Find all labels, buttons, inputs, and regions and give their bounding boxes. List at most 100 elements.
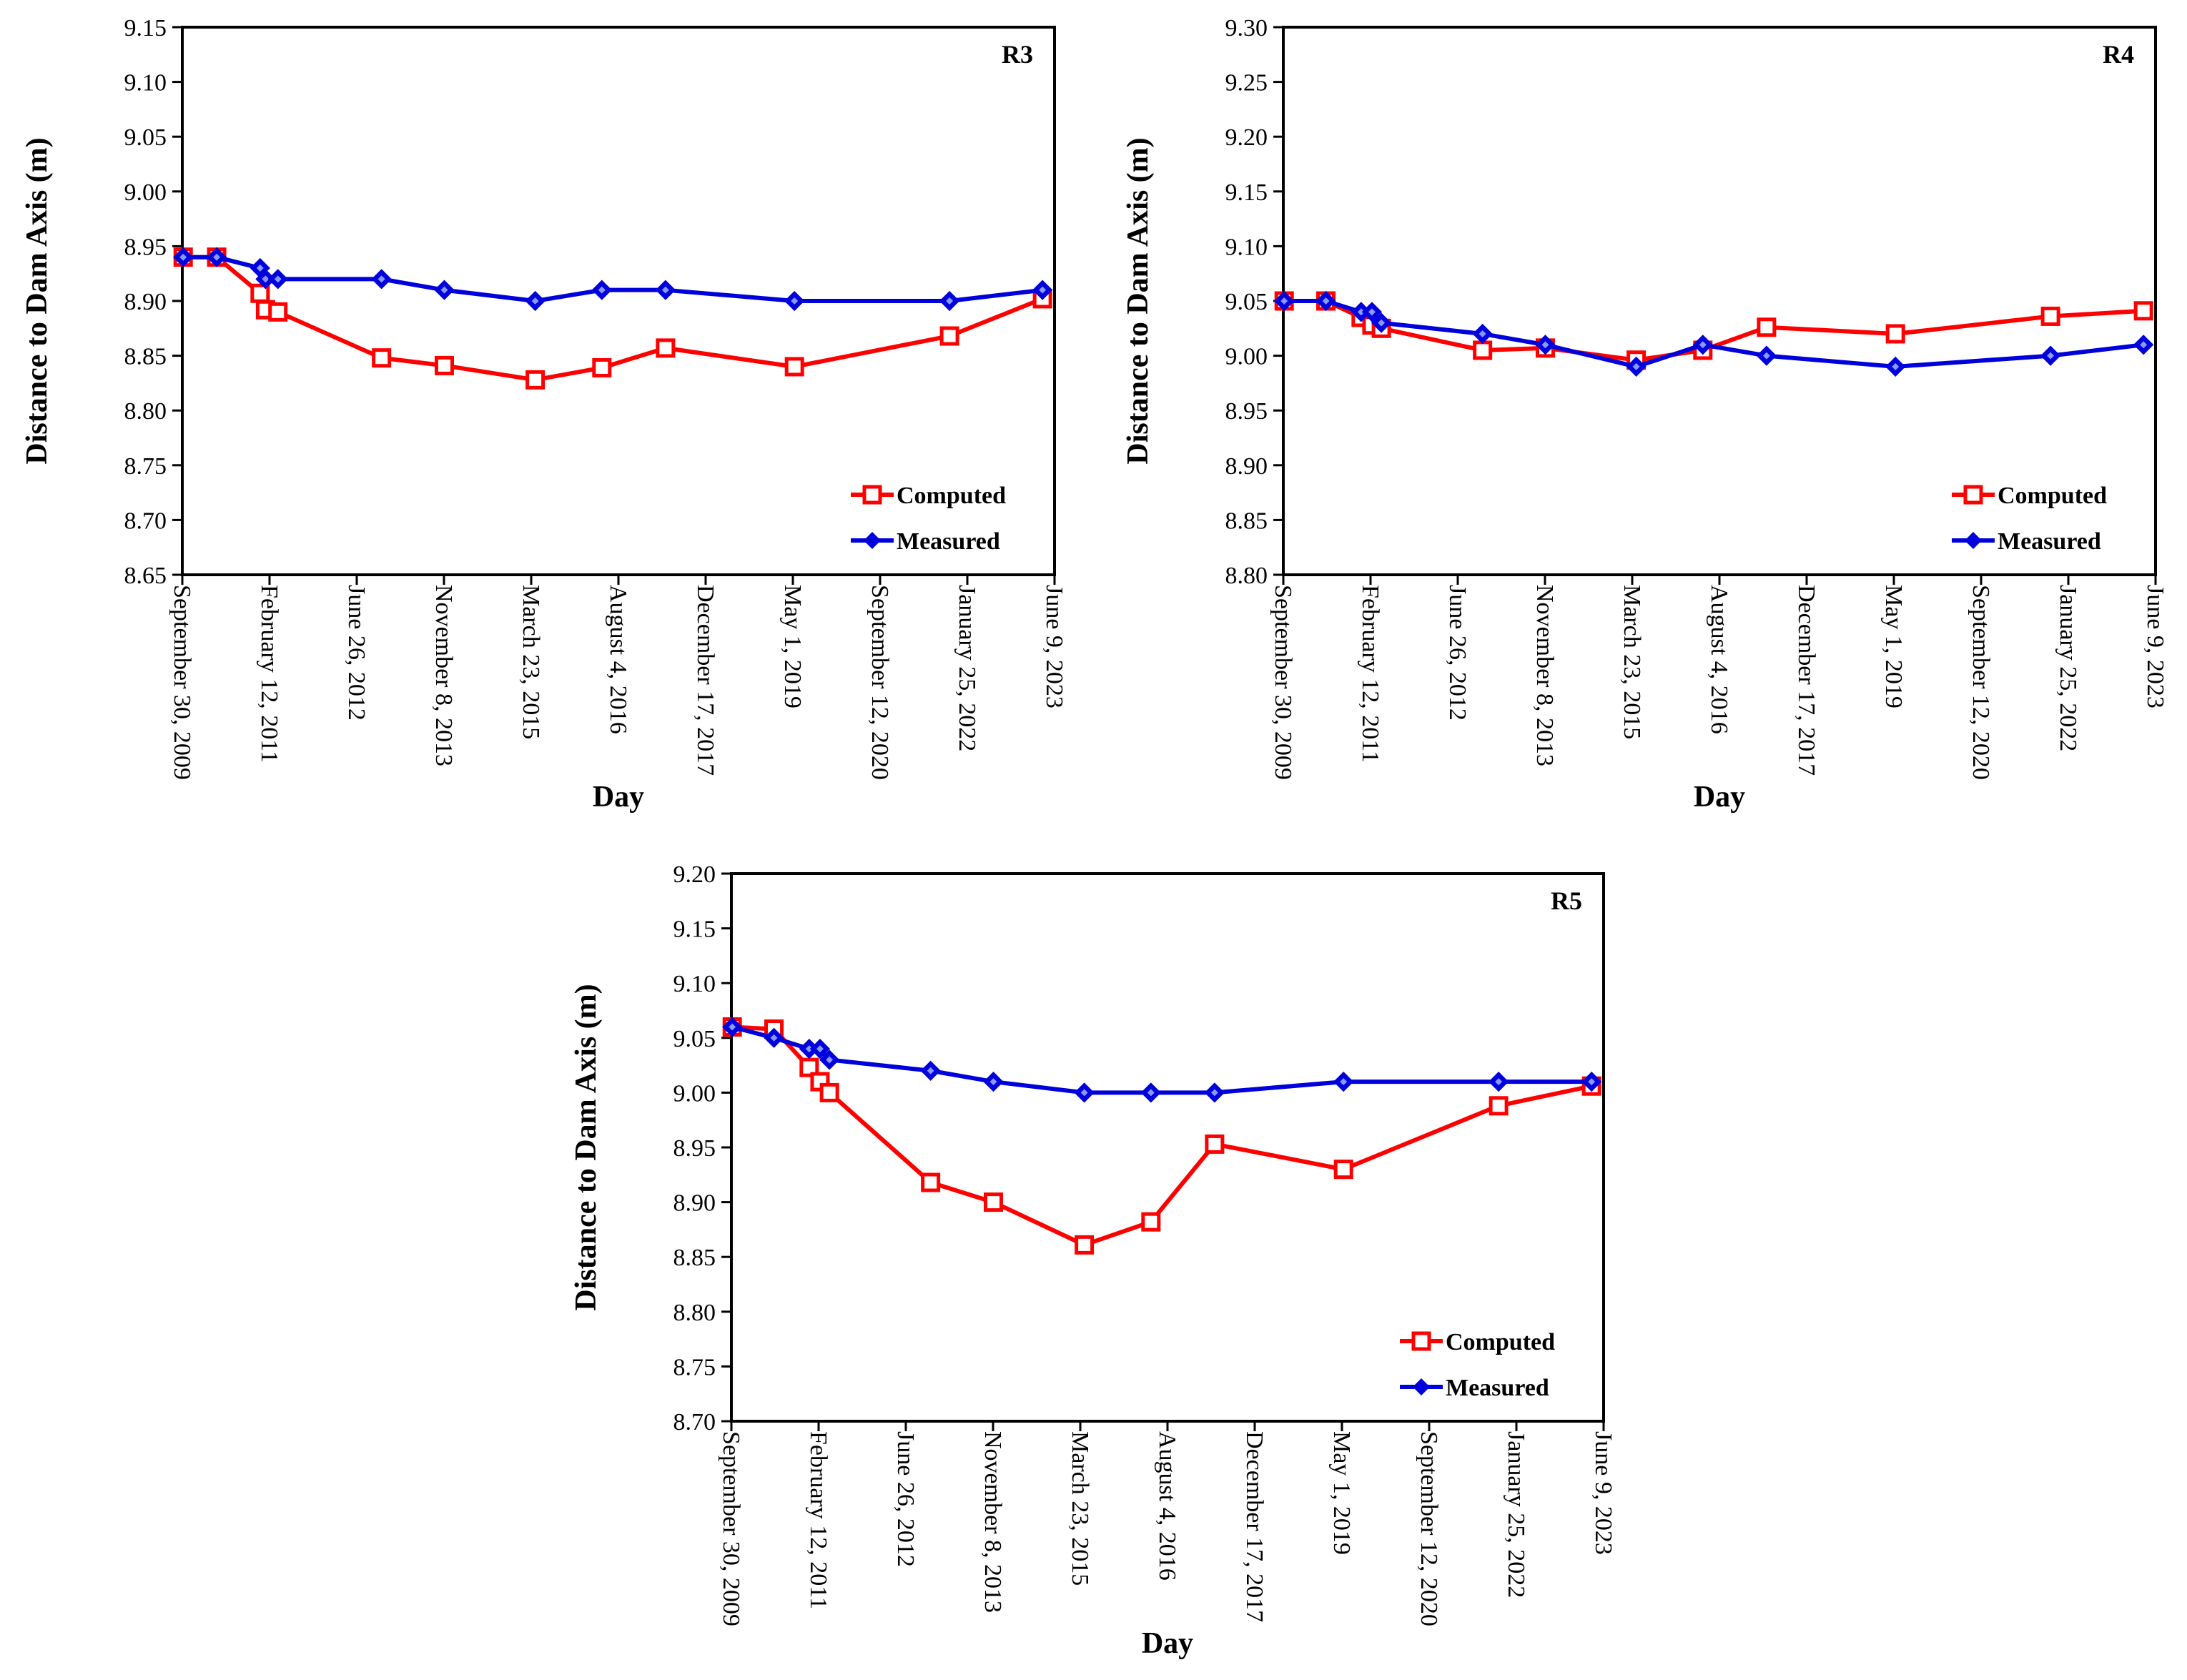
data-point-computed: [2133, 301, 2153, 321]
data-point-measured-highlight: [1080, 1089, 1088, 1097]
y-tick-label: 8.65: [124, 563, 167, 589]
x-axis-title: Day: [1694, 781, 1745, 814]
data-point-measured-highlight: [1762, 352, 1770, 360]
y-tick-label: 9.15: [673, 916, 716, 943]
y-tick-label: 9.20: [1225, 124, 1268, 151]
y-tick-label: 8.85: [673, 1245, 716, 1271]
x-tick-label: September 30, 2009: [718, 1431, 744, 1626]
y-tick-label: 8.95: [673, 1135, 716, 1162]
x-tick-label: May 1, 2019: [779, 585, 806, 708]
data-point-measured-highlight: [598, 286, 606, 294]
y-tick-label: 8.95: [1225, 398, 1268, 425]
data-point-measured-highlight: [826, 1056, 834, 1064]
y-tick-label: 8.80: [1225, 563, 1268, 589]
data-point-computed: [1473, 340, 1493, 360]
chart-panel-r4: 8.80 8.85 8.90 8.95 9.00 9.05 9.10 9.15 9.20 9.25…: [1122, 15, 2168, 814]
data-point-measured-highlight: [1699, 341, 1707, 349]
data-point-measured-highlight: [927, 1067, 934, 1074]
y-tick-label: 8.70: [124, 508, 167, 534]
legend-marker-diamond: [864, 532, 881, 549]
y-tick-label: 9.05: [124, 124, 167, 151]
data-point-computed: [1333, 1160, 1353, 1180]
legend-label: Measured: [1446, 1375, 1549, 1401]
y-tick-label: 9.00: [1225, 344, 1268, 370]
x-tick-label: September 12, 2020: [1968, 585, 1994, 780]
y-tick-label: 8.85: [124, 344, 167, 370]
data-point-computed: [1757, 317, 1777, 337]
legend-marker-diamond: [1413, 1378, 1430, 1395]
x-tick-label: January 25, 2022: [2055, 585, 2081, 751]
y-tick-label: 8.75: [124, 453, 167, 480]
x-tick-label: August 4, 2016: [1706, 585, 1732, 734]
y-axis-title: Distance to Dam Axis (m): [21, 137, 54, 464]
data-point-measured-highlight: [1280, 297, 1288, 305]
y-tick-label: 8.80: [124, 398, 167, 425]
data-point-measured-highlight: [531, 297, 539, 305]
chart-panel-r5: 8.70 8.75 8.80 8.85 8.90 8.95 9.00 9.05 9.10 9.15…: [570, 861, 1616, 1660]
data-point-measured-highlight: [816, 1045, 824, 1053]
legend-label: Measured: [1998, 528, 2101, 555]
data-point-measured-highlight: [440, 286, 448, 294]
data-point-measured-highlight: [1632, 362, 1640, 370]
legend: Computed Measured: [851, 483, 1006, 555]
x-tick-label: June 9, 2023: [1590, 1431, 1616, 1555]
data-point-computed: [819, 1082, 839, 1102]
x-tick-label: January 25, 2022: [954, 585, 980, 751]
x-tick-label: February 12, 2011: [256, 585, 282, 763]
panel-label: R4: [2103, 40, 2134, 69]
y-tick-label: 9.10: [124, 70, 167, 97]
y-tick-label: 9.25: [1225, 70, 1268, 97]
legend: Computed Measured: [1400, 1329, 1555, 1401]
series-line-measured: [731, 1024, 1592, 1095]
data-point-measured-highlight: [1340, 1078, 1348, 1086]
y-tick-label: 8.95: [124, 234, 167, 260]
legend-marker-square: [862, 485, 882, 505]
data-point-computed: [799, 1057, 819, 1077]
x-tick-label: November 8, 2013: [1531, 585, 1558, 766]
data-point-measured-highlight: [274, 275, 282, 283]
data-point-measured-highlight: [213, 253, 221, 261]
x-tick-label: March 23, 2015: [518, 585, 544, 739]
data-point-measured-highlight: [791, 297, 799, 305]
data-point-measured-highlight: [1357, 308, 1365, 316]
data-point-measured-highlight: [1368, 308, 1376, 316]
y-tick-label: 8.90: [124, 289, 167, 315]
y-tick-label: 8.85: [1225, 508, 1268, 534]
data-point-measured-highlight: [989, 1078, 997, 1086]
x-tick-label: March 23, 2015: [1619, 585, 1645, 739]
data-point-computed: [939, 326, 959, 346]
x-tick-label: February 12, 2011: [1357, 585, 1383, 763]
data-point-measured-highlight: [729, 1023, 736, 1031]
data-point-measured-highlight: [1378, 319, 1386, 327]
legend-marker-square: [1963, 485, 1983, 505]
legend-marker-diamond: [1965, 532, 1982, 549]
x-tick-label: September 12, 2020: [867, 585, 893, 780]
x-tick-label: December 17, 2017: [1241, 1431, 1268, 1622]
data-point-measured-highlight: [256, 265, 264, 272]
x-tick-label: September 30, 2009: [1270, 585, 1296, 780]
legend-entry-measured: Measured: [1952, 528, 2101, 555]
legend-label: Measured: [897, 528, 1000, 555]
series-line-measured: [183, 255, 1043, 303]
legend-entry-computed: Computed: [1952, 483, 2107, 509]
data-point-measured-highlight: [946, 297, 954, 305]
x-tick-label: June 9, 2023: [1041, 585, 1067, 708]
data-point-computed: [268, 302, 288, 322]
data-point-computed: [2040, 306, 2060, 326]
x-tick-label: June 26, 2012: [1444, 585, 1471, 721]
series-computed: [173, 247, 1052, 390]
data-point-measured-highlight: [1478, 330, 1486, 337]
x-tick-label: September 12, 2020: [1416, 1431, 1442, 1626]
y-tick-label: 9.10: [1225, 234, 1268, 260]
legend-entry-computed: Computed: [1400, 1329, 1555, 1355]
data-point-measured-highlight: [1210, 1089, 1218, 1097]
series-measured: [1274, 290, 2154, 377]
series-line-computed: [732, 1024, 1592, 1247]
data-point-computed: [592, 357, 612, 377]
x-tick-label: December 17, 2017: [692, 585, 719, 776]
y-tick-label: 8.75: [673, 1354, 716, 1380]
data-point-measured-highlight: [262, 275, 270, 283]
data-point-computed: [434, 355, 454, 375]
x-tick-label: June 26, 2012: [343, 585, 370, 721]
data-point-computed: [1885, 324, 1905, 344]
